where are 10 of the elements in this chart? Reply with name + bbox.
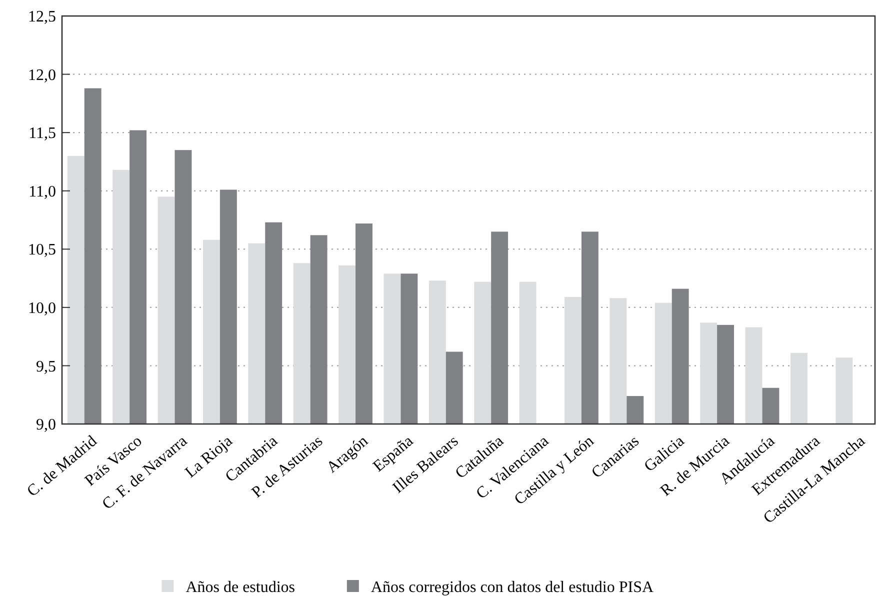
y-tick-label: 9,5 [36, 358, 56, 376]
y-tick-label: 11,5 [28, 125, 56, 142]
y-tick-label: 9,0 [36, 416, 56, 434]
y-tick-label: 12,5 [28, 8, 56, 26]
y-tick-label: 11,0 [28, 183, 56, 200]
legend-label: Años corregidos con datos del estudio PISA [370, 579, 654, 596]
y-tick-label: 10,0 [28, 300, 56, 318]
y-tick-label: 12,0 [28, 66, 56, 84]
legend-label: Años de estudios [186, 579, 296, 596]
y-tick-label: 10,5 [28, 242, 56, 259]
